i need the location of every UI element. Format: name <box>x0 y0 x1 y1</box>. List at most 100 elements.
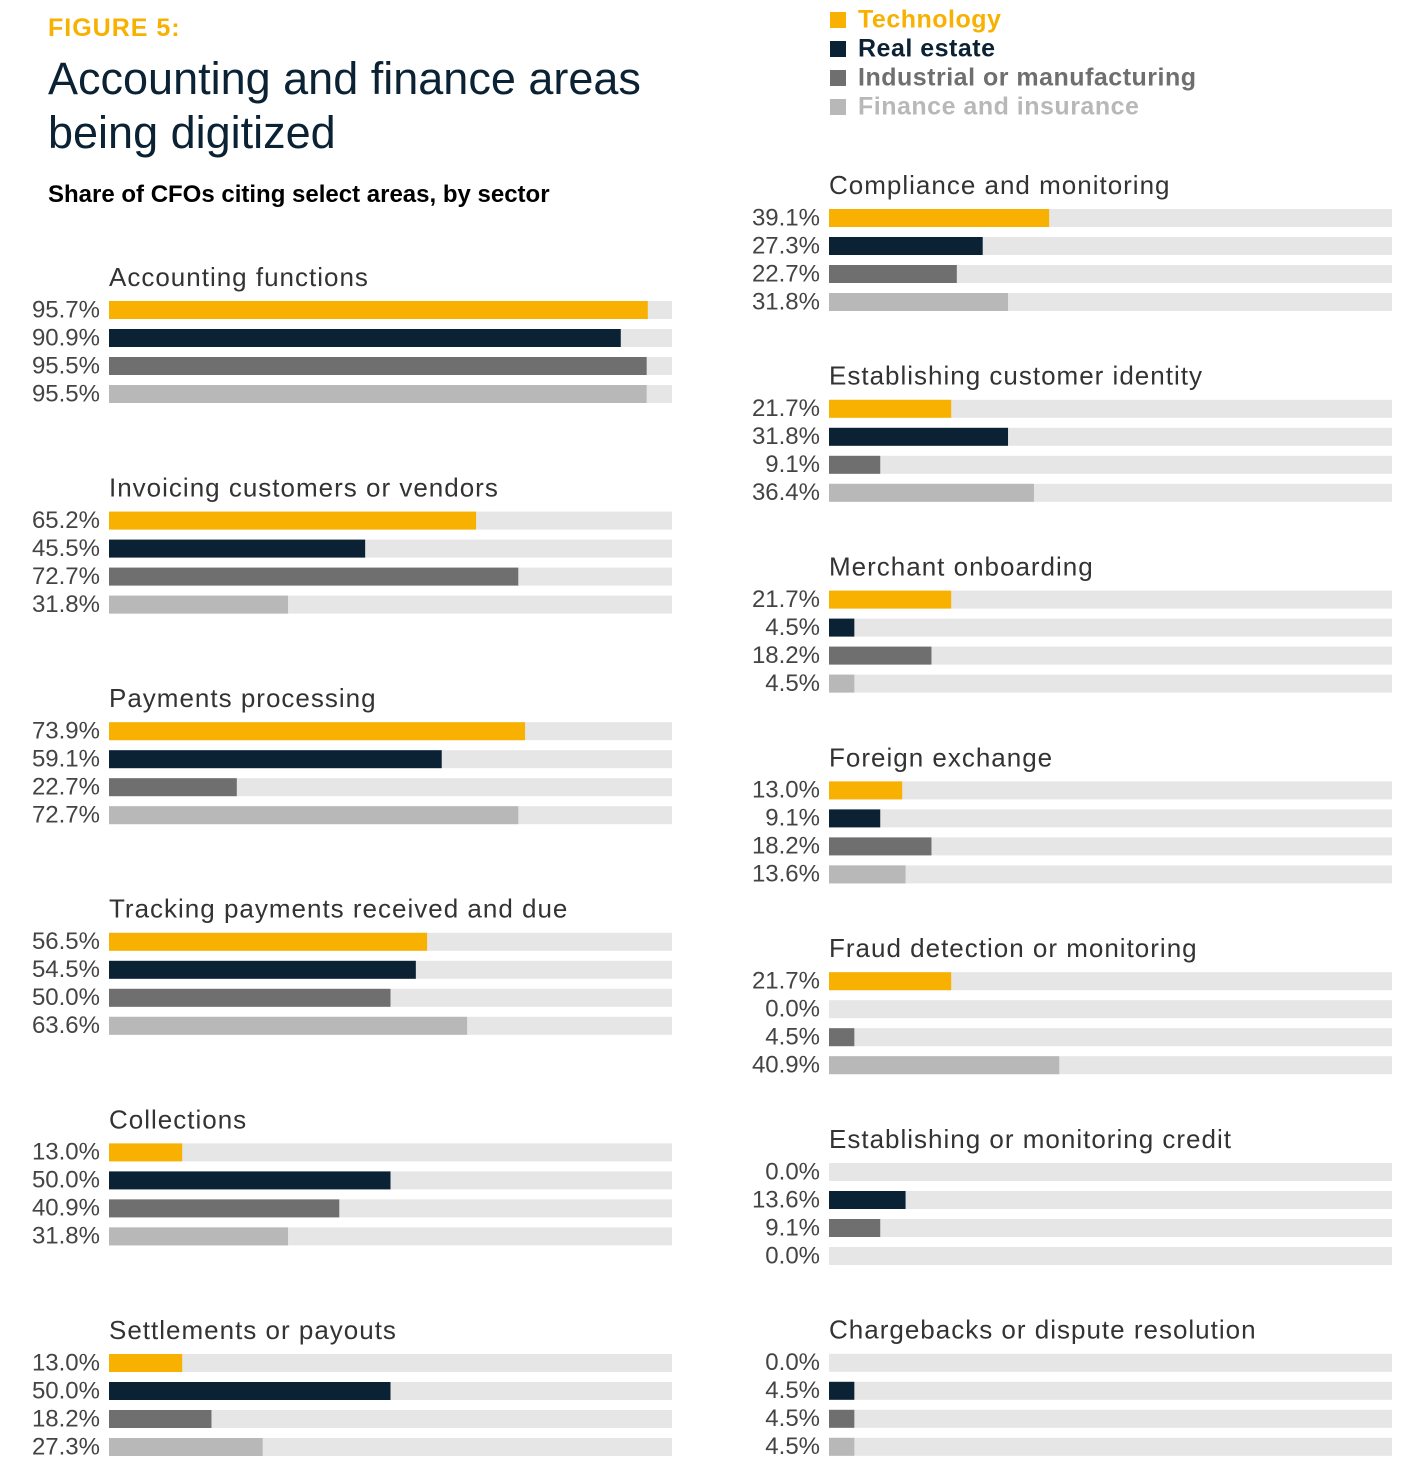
bar <box>109 1171 391 1190</box>
value-label: 4.5% <box>765 1405 820 1432</box>
value-label: 31.8% <box>32 1223 100 1250</box>
bar <box>829 865 906 884</box>
bar <box>109 1199 340 1218</box>
value-label: 95.5% <box>32 352 100 379</box>
bar-track <box>829 399 1392 418</box>
value-label: 9.1% <box>765 1214 820 1241</box>
bar <box>109 385 647 403</box>
bar-track <box>829 265 1392 283</box>
bar <box>109 1354 183 1372</box>
bar <box>109 1382 391 1400</box>
value-label: 22.7% <box>752 260 820 287</box>
value-label: 21.7% <box>752 586 820 613</box>
value-label: 50.0% <box>32 1377 100 1404</box>
value-label: 50.0% <box>32 1167 100 1194</box>
value-label: 4.5% <box>765 1433 820 1459</box>
panel-title: Establishing customer identity <box>829 361 1203 391</box>
bar <box>829 455 881 474</box>
value-label: 4.5% <box>765 670 820 697</box>
panel-title: Foreign exchange <box>829 742 1053 772</box>
value-label: 4.5% <box>765 614 820 641</box>
bar <box>109 357 647 375</box>
value-label: 65.2% <box>32 507 100 534</box>
value-label: 72.7% <box>32 563 100 590</box>
legend-label: Industrial or manufacturing <box>858 64 1197 92</box>
value-label: 95.7% <box>32 296 100 323</box>
bar <box>829 483 1034 502</box>
bar-track <box>109 778 672 797</box>
value-label: 31.8% <box>752 423 820 450</box>
bar-track <box>829 1381 1392 1400</box>
bar <box>829 1191 906 1209</box>
value-label: 39.1% <box>752 204 820 231</box>
bar <box>109 722 526 741</box>
value-label: 4.5% <box>765 1377 820 1404</box>
bar <box>109 595 289 614</box>
bar <box>109 511 477 530</box>
panel-title: Payments processing <box>109 683 377 713</box>
bar <box>109 960 416 979</box>
bar <box>829 209 1050 227</box>
legend-label: Technology <box>858 6 1001 34</box>
value-label: 18.2% <box>752 642 820 669</box>
bar <box>109 1143 183 1162</box>
bar-track <box>109 1143 672 1162</box>
bar-track <box>829 781 1392 800</box>
value-label: 13.6% <box>752 861 820 888</box>
bar-track <box>829 1028 1392 1047</box>
bar <box>829 674 855 693</box>
bar <box>829 293 1009 311</box>
bar-track <box>109 1410 672 1428</box>
bar <box>829 265 957 283</box>
panel-title: Invoicing customers or vendors <box>109 472 499 502</box>
figure-label: FIGURE 5: <box>48 14 181 42</box>
value-label: 9.1% <box>765 451 820 478</box>
legend-label: Finance and insurance <box>858 93 1139 121</box>
panel-title: Chargebacks or dispute resolution <box>829 1315 1257 1345</box>
panel-title: Compliance and monitoring <box>829 170 1171 200</box>
bar <box>829 781 903 800</box>
value-label: 36.4% <box>752 479 820 506</box>
value-label: 4.5% <box>765 1024 820 1051</box>
chart-subtitle: Share of CFOs citing select areas, by se… <box>48 181 550 208</box>
bar <box>109 988 391 1007</box>
bar <box>829 1437 855 1456</box>
value-label: 21.7% <box>752 395 820 422</box>
chart-title: Accounting and finance areas being digit… <box>48 53 641 158</box>
bar-track <box>829 972 1392 991</box>
value-label: 54.5% <box>32 956 100 983</box>
bar-track <box>829 590 1392 609</box>
value-label: 21.7% <box>752 968 820 995</box>
bar <box>109 806 519 825</box>
bar <box>829 646 932 665</box>
bar <box>829 399 952 418</box>
bar-track <box>109 1354 672 1372</box>
value-label: 9.1% <box>765 805 820 832</box>
bar <box>829 837 932 856</box>
legend-label: Real estate <box>858 35 996 63</box>
bar <box>109 567 519 586</box>
panel-title: Establishing or monitoring credit <box>829 1124 1232 1154</box>
bar-track <box>829 1219 1392 1237</box>
value-label: 18.2% <box>32 1405 100 1432</box>
value-label: 0.0% <box>765 1349 820 1376</box>
bar <box>109 1227 289 1246</box>
value-label: 31.8% <box>32 591 100 618</box>
value-label: 0.0% <box>765 996 820 1023</box>
value-label: 18.2% <box>752 833 820 860</box>
value-label: 90.9% <box>32 324 100 351</box>
bar-track <box>829 1163 1392 1181</box>
value-label: 13.0% <box>32 1349 100 1376</box>
bar-track <box>829 455 1392 474</box>
bar-track <box>829 674 1392 693</box>
value-label: 95.5% <box>32 380 100 407</box>
panel-title: Tracking payments received and due <box>109 894 568 924</box>
value-label: 59.1% <box>32 746 100 773</box>
value-label: 13.0% <box>752 777 820 804</box>
legend-swatch <box>830 12 846 28</box>
bar <box>109 750 442 769</box>
legend-swatch <box>830 41 846 57</box>
bar <box>109 1438 263 1456</box>
